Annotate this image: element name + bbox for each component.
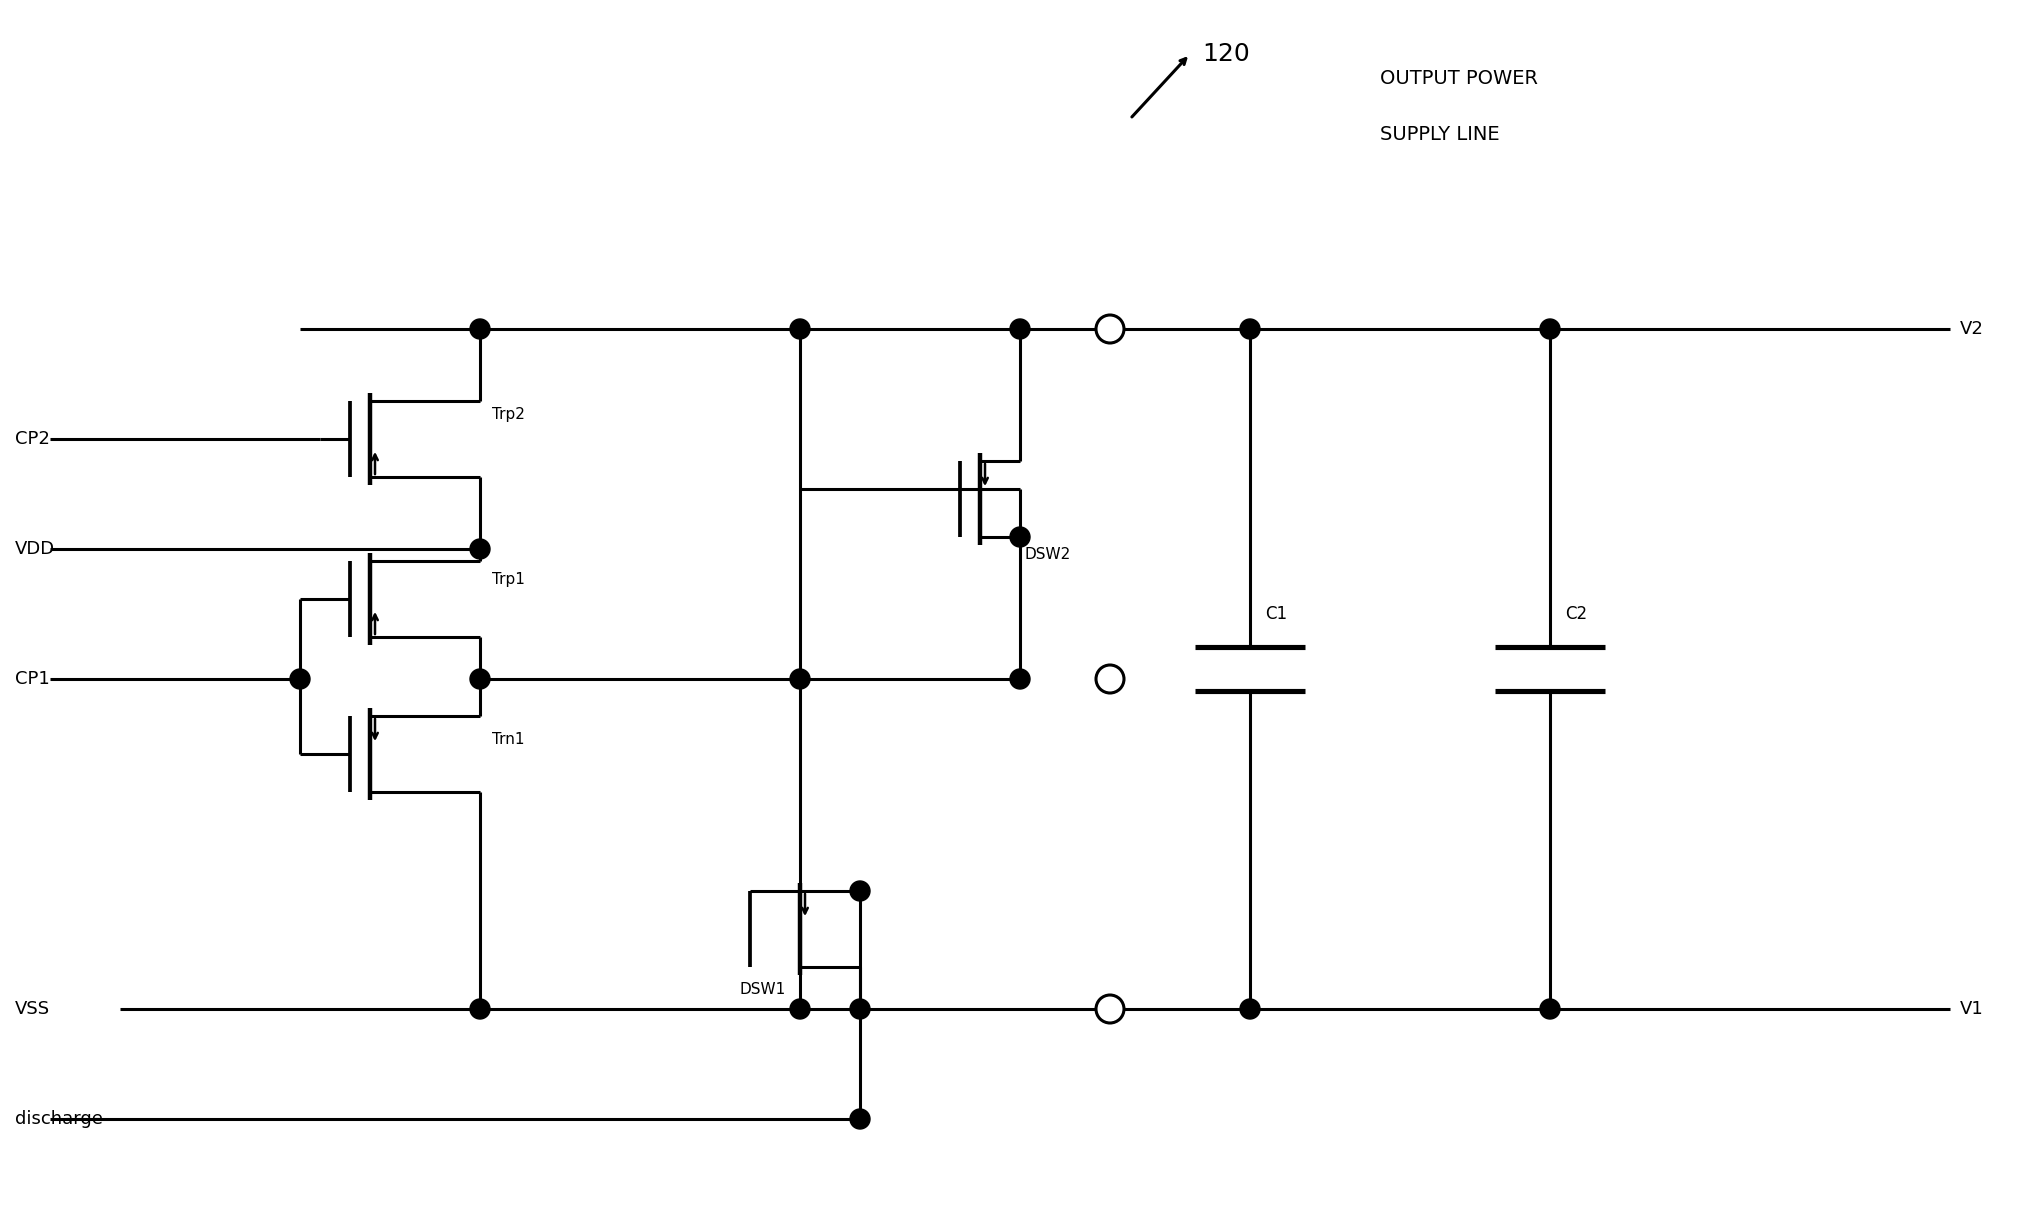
Circle shape	[469, 669, 490, 689]
Circle shape	[790, 669, 811, 689]
Text: discharge: discharge	[14, 1110, 104, 1128]
Circle shape	[1095, 665, 1124, 693]
Circle shape	[849, 881, 870, 901]
Text: Trp2: Trp2	[492, 406, 524, 422]
Text: CP2: CP2	[14, 430, 51, 449]
Circle shape	[1540, 999, 1561, 1019]
Text: C2: C2	[1565, 604, 1587, 623]
Text: SUPPLY LINE: SUPPLY LINE	[1380, 125, 1500, 144]
Text: Trp1: Trp1	[492, 572, 524, 586]
Circle shape	[790, 319, 811, 339]
Text: DSW1: DSW1	[740, 982, 786, 996]
Circle shape	[1010, 669, 1030, 689]
Circle shape	[1540, 319, 1561, 339]
Circle shape	[849, 1109, 870, 1129]
Circle shape	[469, 999, 490, 1019]
Text: CP1: CP1	[14, 670, 49, 688]
Circle shape	[1010, 319, 1030, 339]
Text: C1: C1	[1266, 604, 1286, 623]
Circle shape	[1095, 995, 1124, 1023]
Text: VSS: VSS	[14, 1000, 51, 1018]
Circle shape	[1240, 319, 1260, 339]
Circle shape	[849, 999, 870, 1019]
Circle shape	[790, 999, 811, 1019]
Text: OUTPUT POWER: OUTPUT POWER	[1380, 69, 1538, 88]
Circle shape	[1010, 527, 1030, 546]
Circle shape	[1240, 999, 1260, 1019]
Circle shape	[469, 539, 490, 559]
Text: V2: V2	[1961, 320, 1983, 339]
Circle shape	[1095, 316, 1124, 343]
Text: DSW2: DSW2	[1024, 546, 1071, 561]
Text: VDD: VDD	[14, 540, 55, 559]
Text: 120: 120	[1203, 42, 1250, 66]
Circle shape	[291, 669, 311, 689]
Circle shape	[469, 319, 490, 339]
Text: V1: V1	[1961, 1000, 1983, 1018]
Text: Trn1: Trn1	[492, 731, 524, 746]
